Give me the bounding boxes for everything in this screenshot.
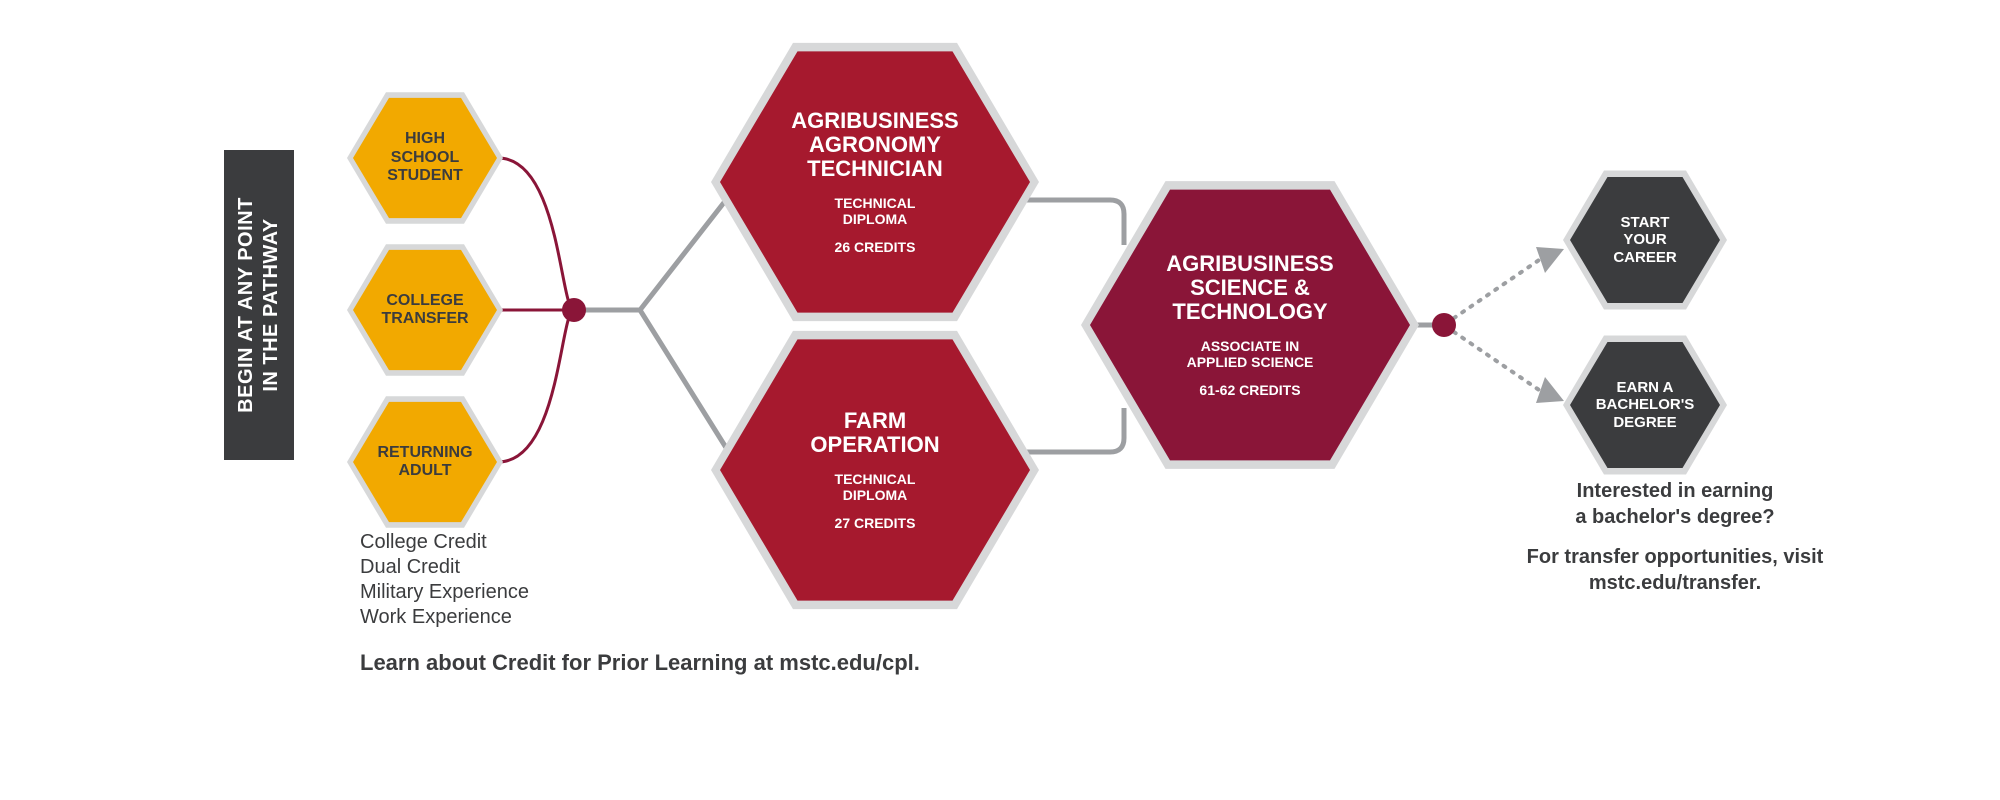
edge-entry-hs bbox=[498, 158, 574, 310]
transfer-info: Interested in earning a bachelor's degre… bbox=[1510, 478, 1840, 596]
program-credits: 61-62 CREDITS bbox=[1199, 382, 1300, 398]
program-credits: 26 CREDITS bbox=[835, 239, 916, 255]
program-credits: 27 CREDITS bbox=[835, 515, 916, 531]
outcome-label: START YOUR CAREER bbox=[1613, 214, 1676, 266]
outcome-label: EARN A BACHELOR'S DEGREE bbox=[1596, 379, 1695, 431]
transfer-question: Interested in earning a bachelor's degre… bbox=[1510, 478, 1840, 530]
program-subtitle: ASSOCIATE IN APPLIED SCIENCE bbox=[1187, 338, 1314, 370]
arrow-career bbox=[1536, 247, 1564, 273]
edge-j2-bachelor bbox=[1454, 332, 1542, 392]
edge-farm-assoc bbox=[1016, 408, 1124, 452]
cpl-line: Learn about Credit for Prior Learning at… bbox=[360, 650, 920, 676]
program-title: FARM OPERATION bbox=[810, 409, 939, 457]
program-title: AGRIBUSINESS AGRONOMY TECHNICIAN bbox=[791, 109, 958, 182]
edge-agronomy-assoc bbox=[1016, 200, 1124, 245]
edge-j1-agronomy bbox=[574, 182, 740, 310]
edge-j2-career bbox=[1454, 258, 1542, 318]
junction-1 bbox=[562, 298, 586, 322]
edge-j1-farm bbox=[574, 310, 740, 470]
entry-label: COLLEGE TRANSFER bbox=[381, 292, 468, 329]
program-title: AGRIBUSINESS SCIENCE & TECHNOLOGY bbox=[1166, 252, 1333, 325]
entry-label: HIGH SCHOOL STUDENT bbox=[387, 130, 463, 185]
pathway-diagram: BEGIN AT ANY POINT IN THE PATHWAY HIGH S… bbox=[0, 0, 2000, 800]
program-subtitle: TECHNICAL DIPLOMA bbox=[835, 195, 916, 227]
transfer-answer: For transfer opportunities, visit mstc.e… bbox=[1510, 544, 1840, 596]
edge-entry-ra bbox=[498, 310, 574, 462]
begin-bar: BEGIN AT ANY POINT IN THE PATHWAY bbox=[224, 150, 294, 460]
credit-sources: College Credit Dual Credit Military Expe… bbox=[360, 530, 529, 630]
arrow-bachelor bbox=[1536, 377, 1564, 403]
program-subtitle: TECHNICAL DIPLOMA bbox=[835, 471, 916, 503]
begin-bar-text: BEGIN AT ANY POINT IN THE PATHWAY bbox=[234, 197, 284, 413]
entry-label: RETURNING ADULT bbox=[377, 444, 472, 481]
junction-2 bbox=[1432, 313, 1456, 337]
